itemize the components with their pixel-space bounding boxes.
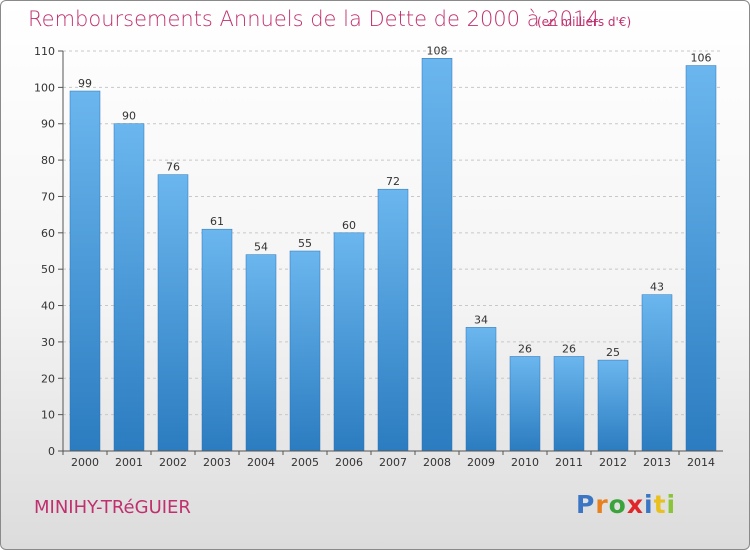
bar (69, 90, 101, 452)
y-tick-label: 0 (48, 445, 55, 458)
y-tick-label: 110 (34, 45, 55, 58)
x-tick-label: 2008 (423, 456, 451, 469)
x-tick-label: 2009 (467, 456, 495, 469)
bar (509, 356, 541, 452)
y-tick-label: 70 (41, 190, 55, 203)
y-tick-label: 60 (41, 227, 55, 240)
bar (421, 58, 453, 452)
bar (245, 254, 277, 452)
x-tick-label: 2002 (159, 456, 187, 469)
data-label: 54 (254, 241, 268, 254)
bar (113, 123, 145, 452)
bar (377, 188, 409, 452)
y-tick-label: 30 (41, 336, 55, 349)
data-label: 43 (650, 281, 664, 294)
data-label: 55 (298, 237, 312, 250)
data-label: 72 (386, 175, 400, 188)
logo-letter: i (644, 490, 654, 519)
x-tick-label: 2005 (291, 456, 319, 469)
bar (685, 65, 717, 452)
x-tick-label: 2006 (335, 456, 363, 469)
bar (289, 250, 321, 452)
y-tick-label: 20 (41, 372, 55, 385)
data-label: 99 (78, 77, 92, 90)
x-tick-label: 2011 (555, 456, 583, 469)
x-tick-label: 2004 (247, 456, 275, 469)
chart-unit: (en milliers d'€) (537, 15, 632, 29)
y-tick-label: 40 (41, 300, 55, 313)
y-tick-label: 90 (41, 118, 55, 131)
y-tick-label: 100 (34, 81, 55, 94)
commune-name: MINIHY-TRéGUIER (34, 497, 191, 518)
bar (465, 327, 497, 452)
data-label: 106 (691, 52, 712, 65)
data-label: 26 (518, 342, 532, 355)
chart-title: Remboursements Annuels de la Dette de 20… (28, 7, 600, 31)
x-tick-label: 2014 (687, 456, 715, 469)
x-tick-label: 2010 (511, 456, 539, 469)
bar (157, 174, 189, 452)
proxiti-logo: Proxiti (576, 490, 676, 519)
data-label: 26 (562, 342, 576, 355)
data-label: 76 (166, 161, 180, 174)
bar (333, 232, 365, 452)
y-tick-label: 50 (41, 263, 55, 276)
bar (641, 294, 673, 452)
logo-letter: r (595, 490, 609, 519)
x-tick-label: 2013 (643, 456, 671, 469)
logo-letter: t (653, 490, 667, 519)
data-label: 90 (122, 110, 136, 123)
x-tick-label: 2000 (71, 456, 99, 469)
data-label: 25 (606, 346, 620, 359)
y-tick-label: 80 (41, 154, 55, 167)
data-label: 108 (427, 44, 448, 57)
logo-letter: o (608, 490, 627, 519)
data-label: 34 (474, 313, 488, 326)
bar (553, 356, 585, 452)
data-label: 60 (342, 219, 356, 232)
x-tick-label: 2001 (115, 456, 143, 469)
bar (597, 359, 629, 452)
data-label: 61 (210, 215, 224, 228)
bar (201, 228, 233, 452)
y-tick-label: 10 (41, 409, 55, 422)
x-tick-label: 2003 (203, 456, 231, 469)
logo-letter: P (576, 490, 596, 519)
x-tick-label: 2007 (379, 456, 407, 469)
x-tick-label: 2012 (599, 456, 627, 469)
logo-letter: i (666, 490, 677, 519)
logo-letter: x (626, 490, 644, 519)
